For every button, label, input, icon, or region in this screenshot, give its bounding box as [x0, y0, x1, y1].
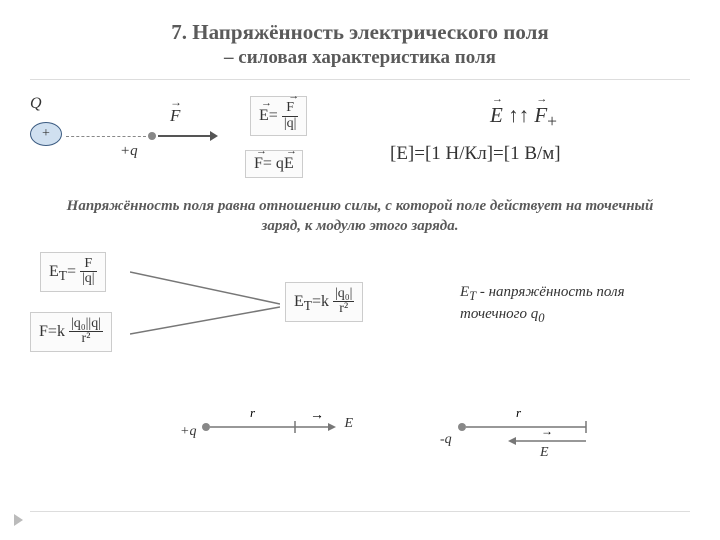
divider-top: [30, 79, 690, 80]
converge-lines-icon: [130, 262, 280, 352]
slide-marker-icon: [14, 514, 23, 526]
svg-text:→: →: [310, 408, 324, 423]
formula-E-Fq: E= F|q|: [250, 96, 307, 136]
charge-plus-icon: +: [30, 122, 62, 146]
svg-text:r: r: [516, 407, 522, 420]
field-direction-row: +q r → E -q r → E: [30, 387, 690, 467]
label-F: F: [170, 106, 180, 126]
et-description: ET - напряжённость поля точечного q0: [460, 282, 690, 328]
divider-bottom: [30, 511, 690, 512]
formula-F-qE: F= qE: [245, 150, 303, 178]
pos-charge-diagram: +q r → E: [180, 407, 353, 437]
neg-charge-diagram: -q r → E: [440, 407, 606, 453]
formula-F-coulomb: F=k |q₀||q|r²: [30, 312, 112, 352]
formula-ET-Fq: ET= F|q|: [40, 252, 106, 292]
definition-text: Напряжённость поля равна отношению силы,…: [60, 196, 660, 237]
vector-parallel: E ↑↑ F+: [490, 103, 557, 132]
svg-text:→: →: [541, 424, 553, 438]
dashed-line: [66, 136, 146, 137]
label-Q: Q: [30, 95, 42, 113]
label-q: +q: [120, 143, 138, 160]
test-charge-dot: [148, 132, 156, 140]
page-subtitle: – силовая характеристика поля: [30, 47, 690, 69]
diagram-row-1: Q + +q F E= F|q| F= qE E ↑↑ F+ [E]=[1 Н/…: [30, 88, 690, 188]
formula-ET-point: ET=k |q₀|r²: [285, 282, 363, 322]
source-charge-group: Q +: [30, 98, 62, 146]
svg-text:r: r: [250, 407, 256, 420]
units-text: [E]=[1 Н/Кл]=[1 В/м]: [390, 143, 561, 165]
force-arrow-icon: [158, 128, 218, 144]
formula-row-3: ET= F|q| F=k |q₀||q|r² ET=k |q₀|r² ET - …: [30, 252, 690, 382]
page-title: 7. Напряжённость электрического поля: [30, 20, 690, 45]
